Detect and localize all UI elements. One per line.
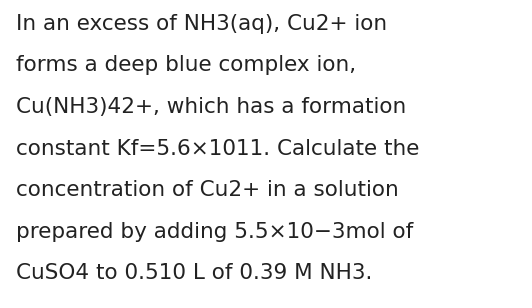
Text: CuSO4 to 0.510 L of 0.39 M NH3.: CuSO4 to 0.510 L of 0.39 M NH3. — [16, 263, 372, 283]
Text: Cu(NH3)42+, which has a formation: Cu(NH3)42+, which has a formation — [16, 97, 406, 117]
Text: forms a deep blue complex ion,: forms a deep blue complex ion, — [16, 55, 356, 75]
Text: concentration of Cu2+ in a solution: concentration of Cu2+ in a solution — [16, 180, 398, 200]
Text: constant Kf=5.6×1011. Calculate the: constant Kf=5.6×1011. Calculate the — [16, 139, 419, 159]
Text: prepared by adding 5.5×10−3mol of: prepared by adding 5.5×10−3mol of — [16, 222, 413, 242]
Text: In an excess of NH3(aq), Cu2+ ion: In an excess of NH3(aq), Cu2+ ion — [16, 14, 387, 34]
